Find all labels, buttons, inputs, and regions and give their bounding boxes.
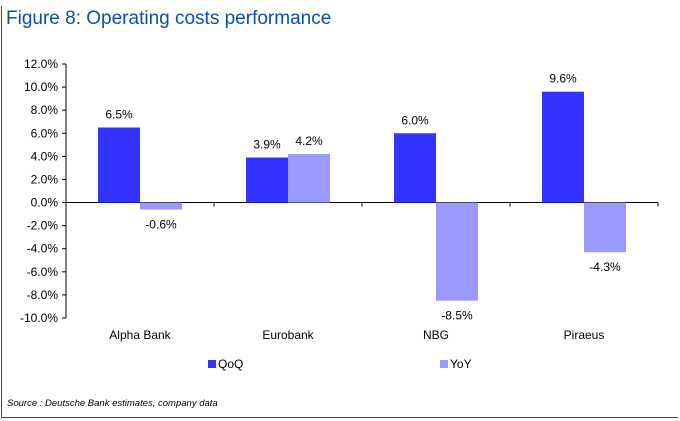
y-axis: 12.0% 10.0% 8.0% 6.0% 4.0% 2.0% 0.0% -2.0% -4.0%… bbox=[20, 57, 67, 325]
y-tick-label: -8.0% bbox=[27, 288, 59, 302]
category-label: Alpha Bank bbox=[109, 328, 171, 342]
y-tick-label: -10.0% bbox=[20, 311, 58, 325]
bar-qoq-alpha-bank bbox=[98, 127, 140, 203]
data-label-qoq: 3.9% bbox=[253, 138, 281, 152]
data-label-qoq: 6.0% bbox=[401, 113, 429, 127]
data-label-yoy: -8.5% bbox=[441, 309, 473, 323]
bar-chart: 12.0% 10.0% 8.0% 6.0% 4.0% 2.0% 0.0% -2.0% -4.0%… bbox=[20, 57, 659, 371]
data-label-qoq: 9.6% bbox=[549, 72, 577, 86]
legend-swatch-qoq bbox=[208, 360, 216, 368]
y-tick-label: 4.0% bbox=[31, 149, 59, 163]
y-tick-label: -6.0% bbox=[27, 265, 59, 279]
legend: QoQ YoY bbox=[208, 357, 472, 371]
category-labels: Alpha Bank Eurobank NBG Piraeus bbox=[109, 328, 604, 342]
data-label-qoq: 6.5% bbox=[105, 108, 133, 122]
figure-title: Figure 8: Operating costs performance bbox=[6, 8, 332, 29]
y-tick-label: 6.0% bbox=[31, 126, 59, 140]
source-note: Source : Deutsche Bank estimates, compan… bbox=[7, 398, 218, 409]
y-tick-label: -4.0% bbox=[27, 242, 59, 256]
frame-bottom-border bbox=[1, 417, 678, 418]
data-label-yoy: 4.2% bbox=[295, 134, 323, 148]
bar-yoy-nbg bbox=[436, 202, 478, 301]
data-labels: 6.5% -0.6% 3.9% 4.2% 6.0% -8.5% 9.6% -4.3% bbox=[105, 72, 621, 323]
y-tick-label: 2.0% bbox=[31, 172, 59, 186]
y-tick-label: 10.0% bbox=[24, 80, 58, 94]
y-tick-label: 8.0% bbox=[31, 103, 59, 117]
legend-label-qoq: QoQ bbox=[218, 357, 243, 371]
y-tick-label: 12.0% bbox=[24, 57, 58, 71]
category-label: Piraeus bbox=[564, 328, 605, 342]
bar-yoy-piraeus bbox=[584, 202, 626, 253]
category-label: NBG bbox=[423, 328, 449, 342]
legend-swatch-yoy bbox=[440, 360, 448, 368]
data-label-yoy: -0.6% bbox=[145, 217, 177, 231]
bars bbox=[98, 91, 626, 301]
y-tick-label: -2.0% bbox=[27, 219, 59, 233]
bar-qoq-eurobank bbox=[246, 157, 288, 203]
data-label-yoy: -4.3% bbox=[589, 260, 621, 274]
bar-qoq-nbg bbox=[394, 133, 436, 203]
bar-qoq-piraeus bbox=[542, 91, 584, 203]
bar-yoy-eurobank bbox=[288, 154, 330, 203]
legend-label-yoy: YoY bbox=[450, 357, 472, 371]
bar-yoy-alpha-bank bbox=[140, 202, 182, 210]
category-label: Eurobank bbox=[262, 328, 314, 342]
frame-left-border bbox=[1, 6, 2, 417]
y-tick-label: 0.0% bbox=[31, 196, 59, 210]
